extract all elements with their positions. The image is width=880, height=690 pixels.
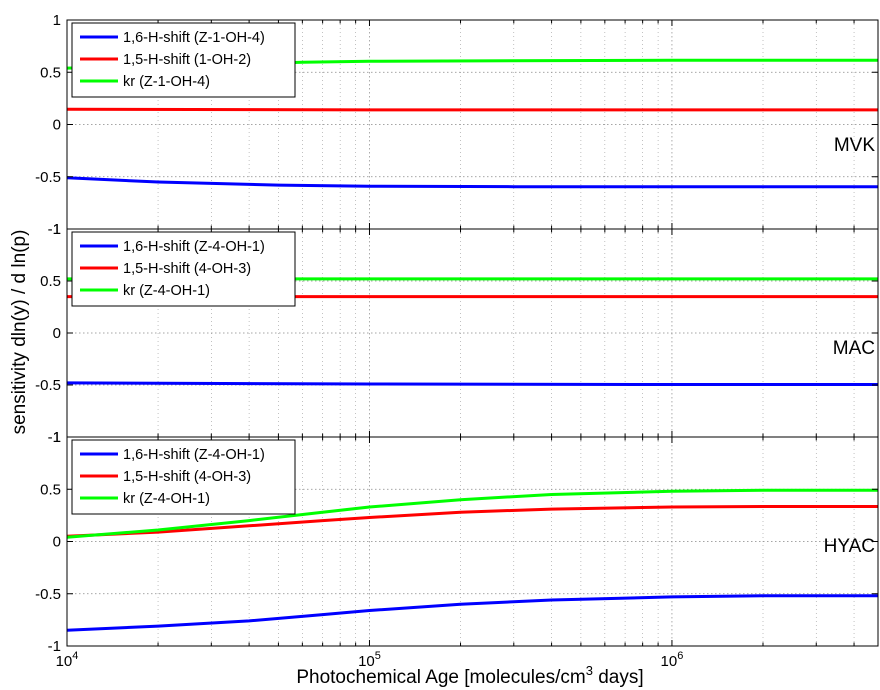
legend-label: kr (Z-4-OH-1): [123, 491, 210, 507]
y-tick-label: -0.5: [35, 377, 61, 394]
panel-hyac: 1 0.5 0 -0.5 -1 HYAC 1,6-H-shift (Z-4-OH-1) 1,5…: [35, 429, 879, 655]
legend-label: 1,5-H-shift (4-OH-3): [123, 469, 251, 485]
legend-label: 1,6-H-shift (Z-1-OH-4): [123, 30, 265, 46]
panel-label: MAC: [833, 338, 875, 359]
panel-mvk: 1 0.5 0 -0.5 -1 MVK 1,6-H-shift (Z-1-OH-4) 1,5-…: [35, 12, 879, 238]
series-line-1: [66, 381, 878, 386]
x-tick-exponent: 5: [375, 650, 381, 662]
x-tick-label: 106: [661, 650, 684, 670]
y-tick-label: 0: [53, 325, 61, 342]
y-axis-label: sensitivity dln(y) / d ln(p): [9, 230, 30, 435]
y-tick-label: -0.5: [35, 169, 61, 186]
x-axis-label: Photochemical Age [molecules/cm3 days]: [296, 663, 643, 688]
x-tick-label: 104: [56, 650, 79, 670]
legend-label: kr (Z-1-OH-4): [123, 74, 210, 90]
series-line-1: [66, 176, 878, 189]
series-line-2: [66, 505, 878, 538]
x-axis-label-main: Photochemical Age [molecules/cm: [296, 667, 585, 688]
legend-label: 1,6-H-shift (Z-4-OH-1): [123, 239, 265, 255]
y-tick-label: 0.5: [40, 481, 61, 498]
legend-label: 1,5-H-shift (1-OH-2): [123, 52, 251, 68]
x-axis-label-superscript: 3: [586, 663, 593, 678]
y-tick-label: 1: [53, 12, 61, 29]
x-tick-exponent: 6: [677, 650, 683, 662]
y-tick-label: 0: [53, 117, 61, 134]
legend-label: 1,6-H-shift (Z-4-OH-1): [123, 447, 265, 463]
legend: 1,6-H-shift (Z-1-OH-4) 1,5-H-shift (1-OH-…: [71, 22, 296, 98]
y-tick-label: -0.5: [35, 586, 61, 603]
x-tick-exponent: 4: [72, 650, 78, 662]
y-tick-label: -1: [48, 221, 61, 238]
x-tick-base: 10: [56, 653, 73, 670]
legend: 1,6-H-shift (Z-4-OH-1) 1,5-H-shift (4-OH-…: [71, 231, 296, 307]
legend: 1,6-H-shift (Z-4-OH-1) 1,5-H-shift (4-OH-…: [71, 439, 296, 515]
panel-label: HYAC: [824, 536, 875, 557]
x-tick-base: 10: [358, 653, 375, 670]
y-tick-label: 1: [53, 429, 61, 446]
x-tick-label: 105: [358, 650, 381, 670]
y-tick-label: 0: [53, 534, 61, 551]
legend-label: 1,5-H-shift (4-OH-3): [123, 261, 251, 277]
x-axis-label-end: days]: [593, 667, 644, 688]
panel-mac: 1 0.5 0 -0.5 -1 MAC 1,6-H-shift (Z-4-OH-1) 1,5-…: [35, 221, 879, 446]
y-tick-label: 0.5: [40, 273, 61, 290]
y-tick-label: 1: [53, 221, 61, 238]
series-line-3: [66, 488, 878, 539]
legend-label: kr (Z-4-OH-1): [123, 283, 210, 299]
y-tick-label: -1: [48, 638, 61, 655]
y-tick-label: -1: [48, 429, 61, 446]
series-line-1: [66, 594, 878, 632]
series-line-2: [66, 107, 878, 112]
y-tick-label: 0.5: [40, 64, 61, 81]
panel-label: MVK: [834, 135, 876, 156]
x-tick-base: 10: [661, 653, 678, 670]
